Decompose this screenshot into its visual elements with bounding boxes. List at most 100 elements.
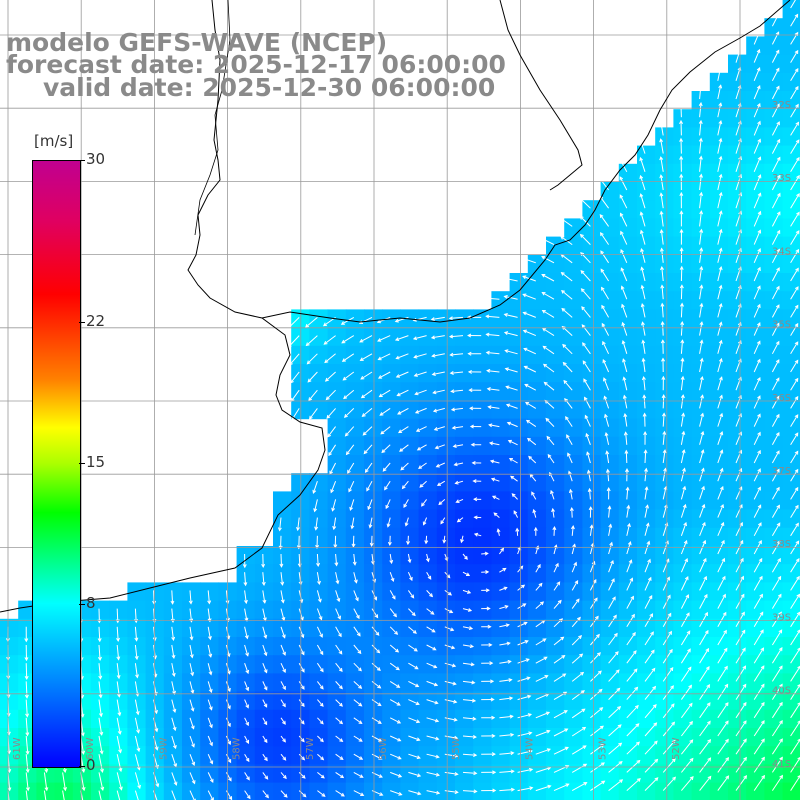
wind-arrow bbox=[517, 658, 530, 664]
wind-arrow-head bbox=[682, 467, 686, 472]
wind-arrow bbox=[644, 631, 654, 646]
wind-arrow bbox=[489, 424, 500, 428]
field-cell bbox=[728, 182, 747, 201]
wind-arrow-head bbox=[344, 432, 349, 437]
wind-arrow bbox=[717, 174, 722, 191]
wind-arrow-head bbox=[623, 431, 628, 436]
field-cell bbox=[728, 782, 747, 800]
wind-arrow-head bbox=[510, 787, 516, 792]
field-cell bbox=[782, 254, 800, 274]
wind-arrow-head bbox=[415, 683, 420, 688]
wind-arrow-head bbox=[99, 731, 104, 736]
field-cell bbox=[600, 418, 620, 438]
wind-arrow-head bbox=[636, 759, 641, 764]
wind-arrow-head bbox=[718, 173, 723, 178]
wind-arrow bbox=[353, 717, 362, 724]
wind-arrow bbox=[489, 442, 500, 446]
field-cell bbox=[618, 582, 638, 602]
wind-arrow bbox=[771, 647, 783, 664]
field-cell bbox=[273, 637, 292, 656]
wind-arrow-head bbox=[670, 703, 675, 708]
field-cell bbox=[764, 491, 784, 511]
wind-arrow bbox=[262, 772, 269, 780]
wind-arrow-head bbox=[738, 155, 742, 161]
wind-arrow-head bbox=[775, 359, 780, 364]
colorbar-tick-mark bbox=[79, 321, 85, 323]
wind-arrow bbox=[660, 157, 664, 172]
wind-arrow-head bbox=[659, 229, 664, 234]
wind-arrow bbox=[571, 727, 586, 737]
wind-arrow-head bbox=[700, 467, 705, 472]
wind-arrow-head bbox=[794, 322, 799, 328]
wind-arrow bbox=[699, 156, 702, 172]
wind-arrow bbox=[619, 158, 628, 173]
wind-arrow bbox=[517, 584, 525, 591]
wind-arrow-head bbox=[777, 557, 781, 563]
wind-arrow-head bbox=[610, 559, 614, 565]
field-cell bbox=[600, 709, 620, 729]
wind-arrow bbox=[378, 353, 391, 360]
field-cell bbox=[455, 618, 474, 638]
field-cell bbox=[473, 455, 492, 474]
wind-arrow bbox=[680, 468, 686, 482]
field-cell bbox=[673, 709, 693, 729]
wind-arrow-head bbox=[775, 340, 780, 345]
wind-arrow-head bbox=[620, 267, 625, 272]
wind-arrow bbox=[680, 340, 683, 354]
wind-arrow-head bbox=[394, 337, 400, 341]
wind-arrow bbox=[244, 790, 251, 799]
wind-arrow bbox=[790, 523, 799, 537]
wind-arrow bbox=[620, 231, 628, 245]
coastline-uruguay bbox=[261, 0, 791, 323]
field-cell bbox=[637, 673, 656, 693]
field-cell bbox=[327, 473, 347, 492]
field-cell bbox=[709, 182, 729, 201]
wind-arrow-head bbox=[738, 229, 742, 234]
field-cell bbox=[473, 564, 492, 583]
wind-arrow-head bbox=[456, 518, 461, 523]
wind-arrow-head bbox=[683, 521, 687, 527]
wind-arrow-head bbox=[340, 321, 345, 325]
wind-arrow bbox=[25, 663, 28, 680]
wind-arrow bbox=[225, 717, 231, 727]
wind-arrow-head bbox=[795, 522, 799, 527]
wind-arrow bbox=[553, 545, 557, 555]
wind-arrow-head bbox=[546, 435, 551, 440]
field-cell bbox=[637, 709, 656, 729]
wind-arrow-head bbox=[740, 593, 745, 598]
wind-arrow-head bbox=[699, 284, 704, 289]
field-cell bbox=[655, 163, 674, 183]
wind-arrow bbox=[341, 335, 355, 344]
wind-arrow bbox=[415, 389, 427, 395]
latitude-label: 32S bbox=[772, 100, 791, 111]
wind-arrow bbox=[699, 248, 702, 263]
field-cell bbox=[436, 746, 456, 765]
wind-arrow-head bbox=[562, 343, 567, 348]
wind-arrow bbox=[499, 660, 511, 664]
wind-arrow bbox=[553, 563, 559, 573]
field-cell bbox=[91, 709, 110, 729]
field-cell bbox=[327, 509, 347, 529]
wind-arrow bbox=[323, 335, 336, 345]
field-cell bbox=[691, 691, 711, 711]
wind-arrow-head bbox=[635, 723, 640, 728]
wind-arrow-head bbox=[486, 606, 491, 611]
wind-arrow-head bbox=[651, 667, 656, 672]
field-cell bbox=[236, 582, 256, 602]
wind-arrow-head bbox=[338, 650, 343, 655]
wind-arrow bbox=[262, 699, 268, 708]
field-cell bbox=[782, 91, 800, 110]
field-cell bbox=[254, 564, 274, 583]
wind-arrow bbox=[681, 758, 694, 773]
field-cell bbox=[764, 127, 784, 147]
wind-arrow bbox=[662, 450, 666, 464]
field-cell bbox=[782, 291, 800, 310]
field-cell bbox=[182, 764, 201, 784]
wind-arrow-head bbox=[308, 415, 313, 420]
field-cell bbox=[691, 91, 711, 110]
wind-arrow-head bbox=[622, 376, 627, 381]
wind-arrow bbox=[680, 321, 683, 336]
wind-arrow-head bbox=[336, 598, 341, 603]
wind-arrow bbox=[565, 416, 573, 427]
wind-arrow bbox=[189, 699, 194, 711]
